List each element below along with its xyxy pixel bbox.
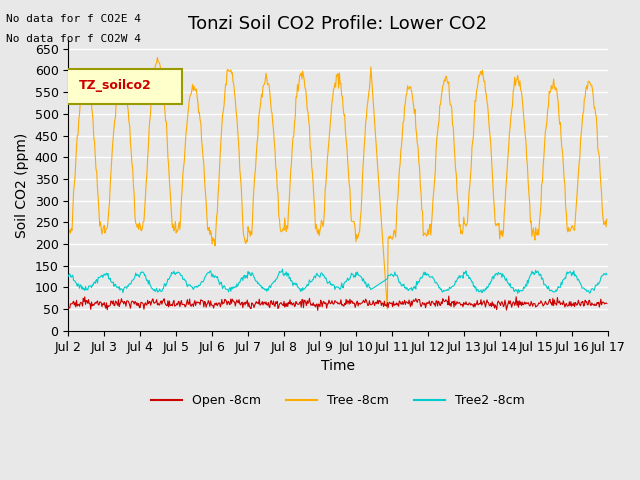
Y-axis label: Soil CO2 (ppm): Soil CO2 (ppm): [15, 133, 29, 238]
X-axis label: Time: Time: [321, 359, 355, 373]
Text: No data for f CO2W 4: No data for f CO2W 4: [6, 34, 141, 44]
Text: TZ_soilco2: TZ_soilco2: [79, 79, 152, 92]
Text: No data for f CO2E 4: No data for f CO2E 4: [6, 14, 141, 24]
FancyBboxPatch shape: [63, 69, 182, 104]
Title: Tonzi Soil CO2 Profile: Lower CO2: Tonzi Soil CO2 Profile: Lower CO2: [188, 15, 488, 33]
Legend: Open -8cm, Tree -8cm, Tree2 -8cm: Open -8cm, Tree -8cm, Tree2 -8cm: [146, 389, 530, 412]
